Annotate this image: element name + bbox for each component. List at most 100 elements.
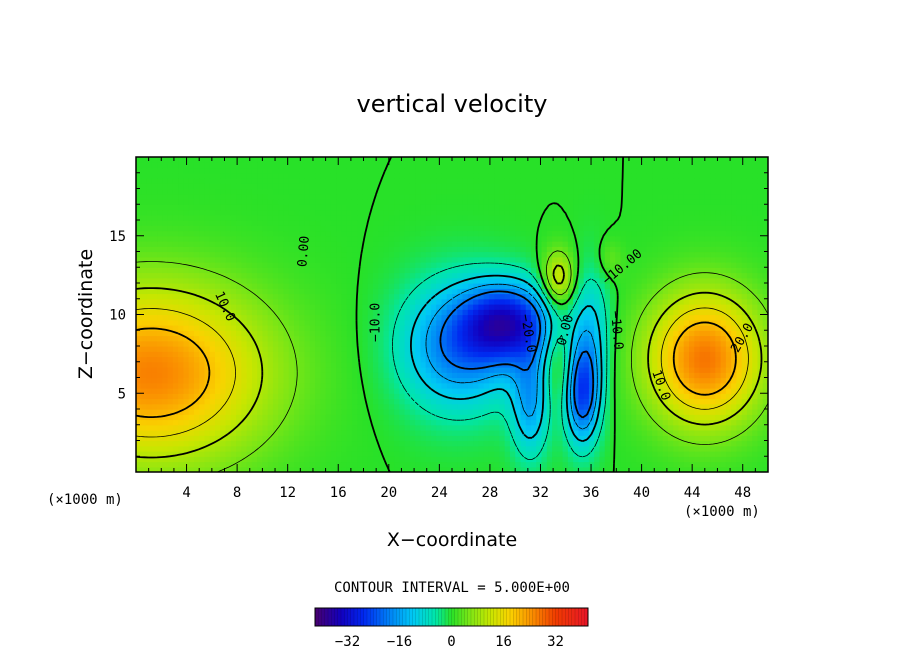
heat-cell xyxy=(420,298,427,305)
heat-cell xyxy=(272,388,279,394)
heat-cell xyxy=(746,424,753,431)
heat-cell xyxy=(146,298,153,305)
heat-cell xyxy=(241,456,248,463)
heat-cell xyxy=(752,262,759,268)
heat-cell xyxy=(746,283,753,289)
heat-cell xyxy=(246,325,253,331)
heat-cell xyxy=(567,430,574,436)
heat-cell xyxy=(731,319,737,326)
heat-cell xyxy=(272,319,279,326)
heat-cell xyxy=(741,372,748,379)
heat-cell xyxy=(283,319,290,326)
heat-cell xyxy=(762,409,768,415)
heat-cell xyxy=(704,335,711,342)
heat-cell xyxy=(467,367,474,373)
heat-cell xyxy=(209,430,216,436)
heat-cell xyxy=(536,325,543,331)
heat-cell xyxy=(552,461,558,468)
heat-cell xyxy=(162,298,169,305)
heat-cell xyxy=(578,372,585,379)
heat-cell xyxy=(704,361,711,368)
heat-cell xyxy=(162,393,169,400)
heat-cell xyxy=(509,251,516,258)
heat-cell xyxy=(367,256,374,263)
heat-cell xyxy=(662,372,669,379)
heat-cell xyxy=(157,451,163,457)
heat-cell xyxy=(404,409,411,415)
heat-cell xyxy=(567,361,574,368)
heat-cell xyxy=(262,298,269,305)
heat-cell xyxy=(225,398,232,405)
heat-cell xyxy=(346,304,353,310)
heat-cell xyxy=(357,430,364,436)
heat-cell xyxy=(215,262,221,268)
heat-cell xyxy=(336,356,342,363)
heat-cell xyxy=(631,409,637,415)
heat-cell xyxy=(283,466,290,472)
heat-cell xyxy=(683,440,690,447)
heat-cell xyxy=(283,298,290,305)
heat-cell xyxy=(388,403,395,410)
heat-cell xyxy=(704,435,711,442)
heat-cell xyxy=(720,277,727,284)
heat-cell xyxy=(483,461,490,468)
heat-cell xyxy=(141,356,148,363)
heat-cell xyxy=(467,330,474,337)
heat-cell xyxy=(188,309,195,316)
heat-cell xyxy=(251,461,258,468)
heat-cell xyxy=(283,403,290,410)
heat-cell xyxy=(504,346,511,352)
heat-cell xyxy=(478,267,485,274)
heat-cell xyxy=(199,256,206,263)
heat-cell xyxy=(488,256,495,263)
heat-cell xyxy=(388,435,395,442)
heat-cell xyxy=(315,382,321,389)
heat-cell xyxy=(689,372,695,379)
heat-cell xyxy=(625,445,632,452)
heat-cell xyxy=(325,409,332,415)
heat-cell xyxy=(272,283,279,289)
heat-cell xyxy=(378,298,385,305)
heat-cell xyxy=(257,440,263,447)
heat-cell xyxy=(725,367,732,373)
heat-cell xyxy=(336,451,342,457)
heat-cell xyxy=(415,456,421,463)
heat-cell xyxy=(236,330,242,337)
heat-cell xyxy=(457,304,464,310)
heat-cell xyxy=(225,319,232,326)
heat-cell xyxy=(673,272,680,279)
heat-cell xyxy=(457,356,464,363)
heat-cell xyxy=(409,409,416,415)
heat-cell xyxy=(346,461,353,468)
heat-cell xyxy=(757,335,764,342)
heat-cell xyxy=(631,361,637,368)
heat-cell xyxy=(483,414,490,421)
heat-cell xyxy=(562,430,569,436)
heat-cell xyxy=(725,435,732,442)
heat-cell xyxy=(288,456,295,463)
heat-cell xyxy=(367,451,374,457)
heat-cell xyxy=(172,356,179,363)
heat-cell xyxy=(452,351,458,358)
heat-cell xyxy=(683,340,690,347)
heat-cell xyxy=(162,319,169,326)
heat-cell xyxy=(146,361,153,368)
heat-cell xyxy=(420,319,427,326)
heat-cell xyxy=(446,346,453,352)
heat-cell xyxy=(141,262,148,268)
heat-cell xyxy=(731,267,737,274)
heat-cell xyxy=(162,361,169,368)
heat-cell xyxy=(541,262,548,268)
heat-cell xyxy=(531,335,537,342)
heat-cell xyxy=(725,330,732,337)
heat-cell xyxy=(552,283,558,289)
heat-cell xyxy=(225,325,232,331)
heat-cell xyxy=(441,466,448,472)
heat-cell xyxy=(172,435,179,442)
heat-cell xyxy=(357,304,364,310)
heat-cell xyxy=(657,466,664,472)
heat-cell xyxy=(473,445,479,452)
heat-cell xyxy=(436,356,443,363)
heat-cell xyxy=(541,325,548,331)
heat-cell xyxy=(204,288,211,295)
